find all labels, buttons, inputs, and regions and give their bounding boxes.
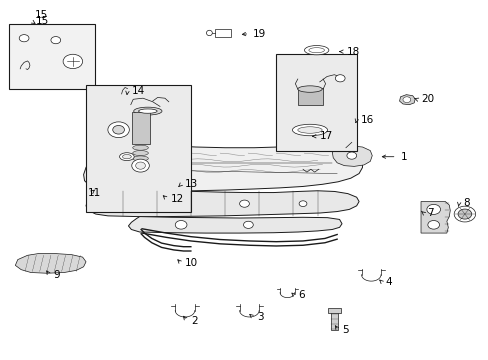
Circle shape	[113, 125, 124, 134]
Text: 12: 12	[170, 194, 183, 204]
Text: 14: 14	[131, 86, 144, 96]
Polygon shape	[122, 90, 133, 103]
Ellipse shape	[308, 48, 324, 53]
Text: 9: 9	[53, 270, 60, 280]
Text: 15: 15	[36, 17, 49, 27]
Polygon shape	[83, 145, 362, 192]
Polygon shape	[331, 146, 371, 166]
Ellipse shape	[292, 124, 327, 136]
Ellipse shape	[138, 109, 157, 113]
Text: 17: 17	[320, 131, 333, 141]
Circle shape	[131, 159, 149, 172]
Ellipse shape	[132, 150, 148, 156]
Circle shape	[346, 152, 356, 159]
Polygon shape	[86, 190, 358, 217]
Circle shape	[19, 35, 29, 42]
Circle shape	[427, 221, 439, 229]
Polygon shape	[15, 253, 86, 273]
Ellipse shape	[297, 86, 322, 92]
Ellipse shape	[133, 107, 162, 115]
Bar	[330, 311, 337, 330]
Bar	[276, 54, 356, 151]
Text: 5: 5	[341, 325, 348, 335]
Polygon shape	[420, 202, 449, 233]
Ellipse shape	[206, 30, 212, 36]
Circle shape	[453, 206, 475, 222]
Text: 18: 18	[346, 46, 359, 57]
Circle shape	[51, 37, 61, 44]
Text: 10: 10	[184, 258, 198, 268]
Bar	[9, 24, 95, 89]
Circle shape	[135, 162, 145, 169]
Circle shape	[402, 97, 410, 103]
Text: 1: 1	[400, 152, 407, 162]
Text: 7: 7	[427, 208, 433, 218]
Text: 8: 8	[462, 198, 468, 208]
Text: 6: 6	[298, 291, 304, 301]
Text: 19: 19	[253, 29, 266, 39]
Ellipse shape	[132, 161, 148, 166]
Bar	[131, 112, 150, 144]
Circle shape	[175, 221, 186, 229]
Circle shape	[108, 122, 129, 138]
Circle shape	[335, 75, 345, 82]
Text: 16: 16	[360, 115, 373, 125]
Text: 20: 20	[420, 94, 433, 104]
Circle shape	[426, 204, 440, 215]
Circle shape	[299, 201, 306, 207]
Text: 11: 11	[87, 188, 101, 198]
Ellipse shape	[304, 45, 328, 55]
Bar	[215, 29, 230, 37]
Text: 3: 3	[256, 312, 263, 322]
Bar	[328, 309, 340, 313]
Circle shape	[457, 209, 471, 219]
Ellipse shape	[297, 127, 322, 133]
Ellipse shape	[120, 153, 134, 161]
Text: 4: 4	[385, 277, 392, 287]
Ellipse shape	[122, 154, 131, 159]
Bar	[86, 85, 190, 212]
Circle shape	[243, 221, 253, 228]
Bar	[297, 88, 323, 105]
Text: 15: 15	[35, 10, 48, 20]
Ellipse shape	[132, 145, 148, 150]
Polygon shape	[399, 95, 414, 105]
Text: 2: 2	[190, 316, 197, 325]
Circle shape	[63, 54, 82, 69]
Text: 13: 13	[184, 179, 198, 189]
Circle shape	[239, 200, 249, 207]
Polygon shape	[128, 217, 341, 233]
Ellipse shape	[132, 156, 148, 161]
